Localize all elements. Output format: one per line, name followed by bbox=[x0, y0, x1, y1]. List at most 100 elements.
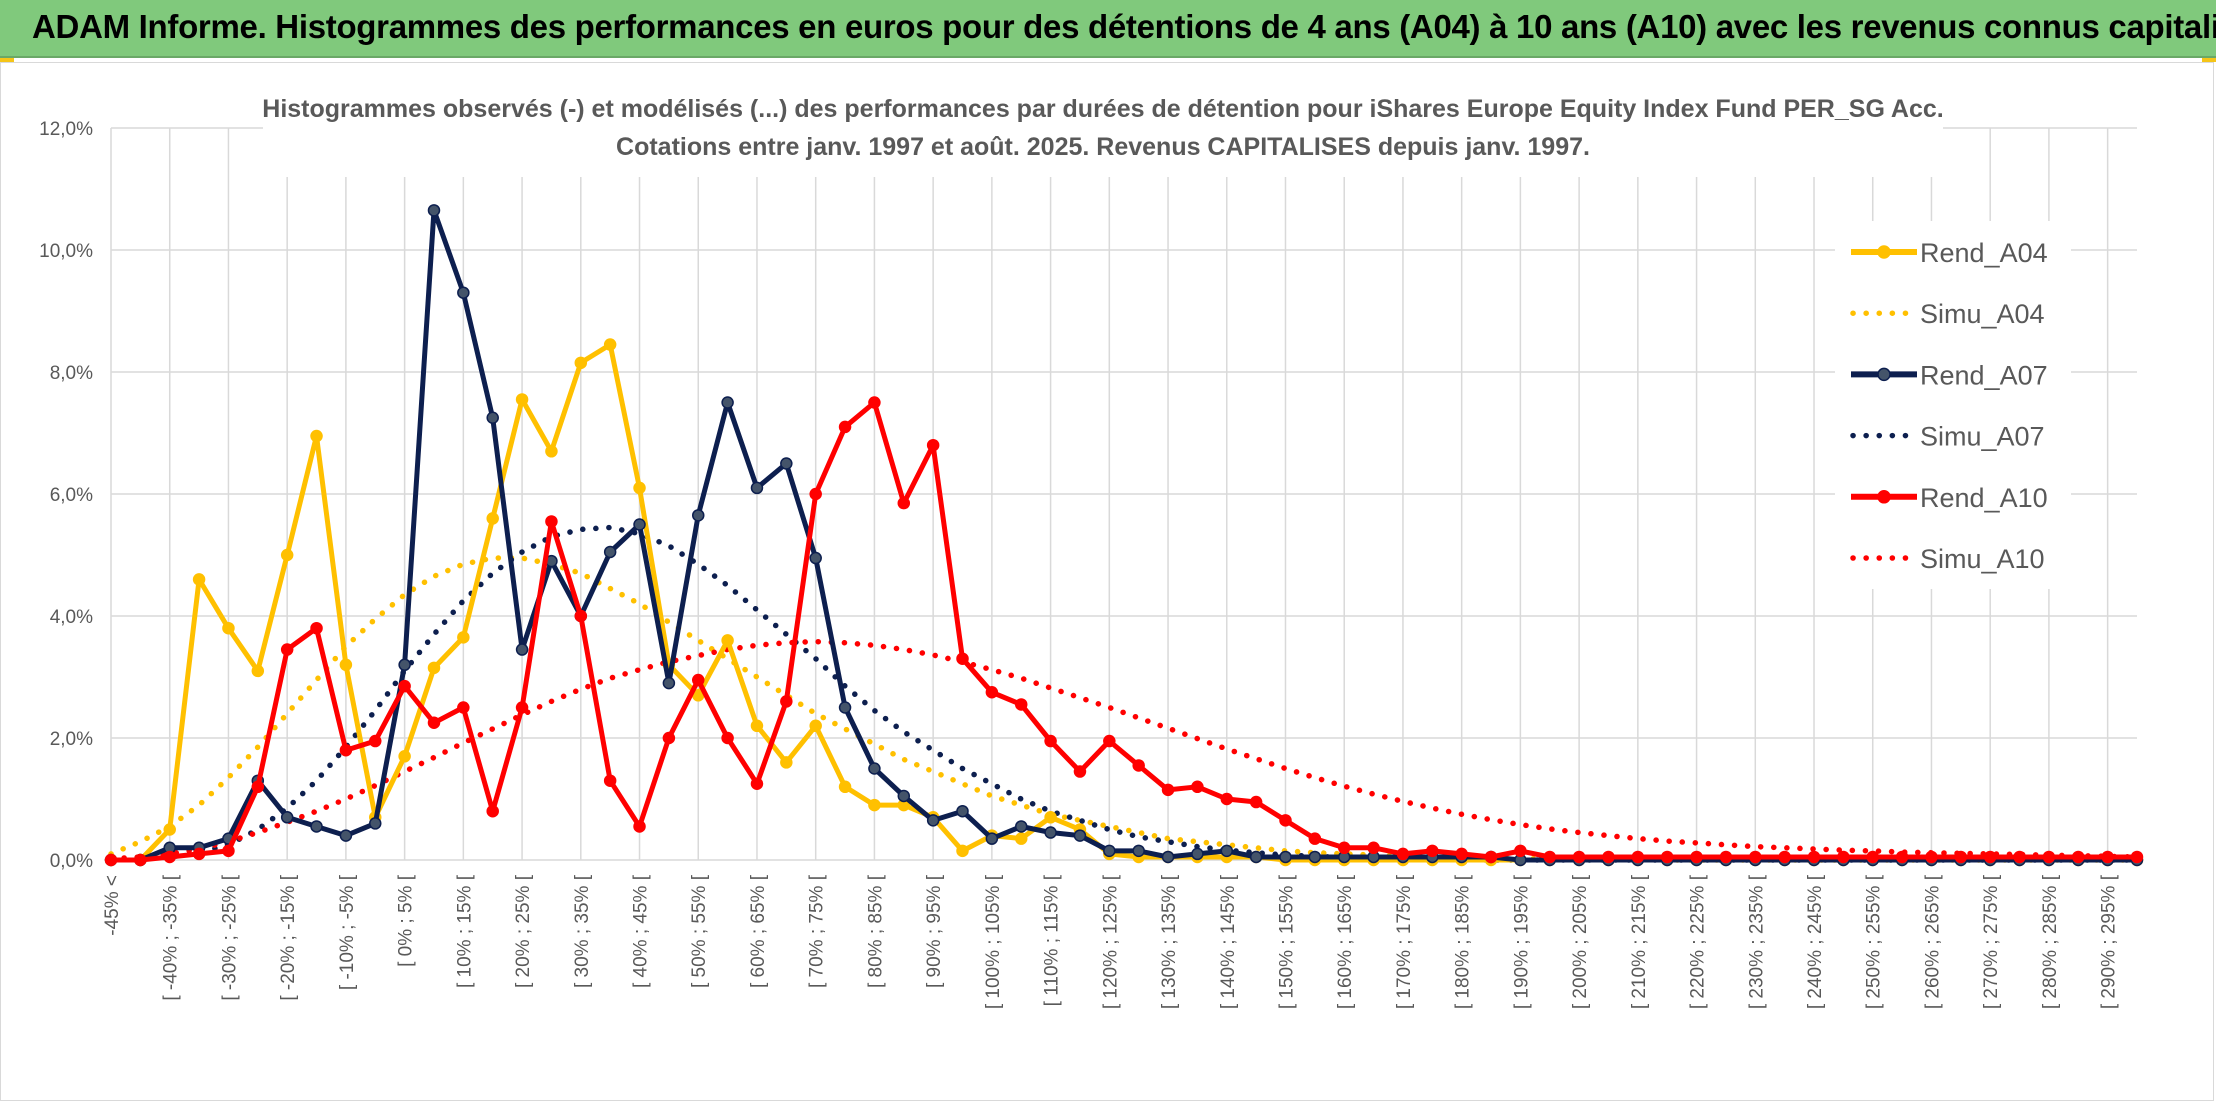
series-point bbox=[369, 734, 382, 748]
series-point bbox=[574, 356, 588, 370]
series-point bbox=[750, 777, 764, 790]
legend-background bbox=[1835, 221, 2071, 589]
x-tick-label: [ 20% ; 25% [ bbox=[513, 874, 534, 988]
series-point bbox=[926, 438, 940, 452]
series-point bbox=[1895, 850, 1909, 864]
series-point bbox=[926, 814, 940, 827]
series-point bbox=[310, 429, 323, 443]
series-point bbox=[633, 820, 646, 833]
series-point bbox=[1161, 783, 1175, 797]
series-point bbox=[1220, 844, 1234, 858]
series-point bbox=[897, 789, 911, 803]
x-tick-label: [ 60% ; 65% [ bbox=[748, 874, 769, 988]
series-point bbox=[1455, 847, 1468, 861]
series-point bbox=[1631, 850, 1645, 864]
series-point bbox=[809, 551, 822, 565]
series-point bbox=[1073, 765, 1087, 778]
series-line bbox=[111, 207, 2137, 863]
series-point bbox=[163, 823, 176, 836]
series-point bbox=[838, 701, 852, 714]
x-tick-label: [ 240% ; 245% [ bbox=[1805, 874, 1826, 1009]
x-tick-label: [ 40% ; 45% [ bbox=[631, 874, 652, 988]
x-tick-label: [ 80% ; 85% [ bbox=[865, 874, 886, 988]
series-simu-a10 bbox=[108, 638, 2140, 862]
series-point bbox=[1132, 759, 1145, 772]
x-tick-label: -45% < bbox=[102, 875, 123, 936]
x-tick-label: [ 210% ; 215% [ bbox=[1629, 874, 1650, 1009]
x-tick-label: [ 180% ; 185% [ bbox=[1453, 874, 1474, 1009]
series-point bbox=[1866, 850, 1879, 864]
series-point bbox=[427, 204, 441, 217]
series-point bbox=[1161, 850, 1175, 864]
series-line bbox=[108, 524, 2140, 863]
series-point bbox=[1690, 850, 1703, 864]
series-point bbox=[1073, 829, 1087, 842]
series-point bbox=[574, 609, 588, 623]
series-point bbox=[1220, 792, 1234, 806]
series-simu-a04 bbox=[108, 555, 2140, 863]
series-point bbox=[1044, 734, 1057, 748]
legend-marker bbox=[1877, 367, 1891, 382]
series-point bbox=[251, 664, 265, 678]
series-point bbox=[1044, 826, 1057, 839]
series-point bbox=[1572, 850, 1586, 864]
series-rend-a10 bbox=[104, 396, 2144, 867]
x-tick-label: [ 280% ; 285% [ bbox=[2040, 874, 2061, 1009]
series-point bbox=[2042, 850, 2056, 864]
series-point bbox=[780, 457, 793, 470]
series-point bbox=[457, 701, 470, 714]
series-point bbox=[2101, 850, 2114, 864]
series-point bbox=[1778, 850, 1791, 864]
legend-label: Rend_A07 bbox=[1920, 360, 2048, 390]
series-point bbox=[163, 850, 176, 864]
series-point bbox=[838, 420, 852, 434]
series-point bbox=[427, 661, 441, 675]
x-tick-label: [ 150% ; 155% [ bbox=[1276, 874, 1297, 1009]
x-tick-label: [ 230% ; 235% [ bbox=[1746, 874, 1767, 1009]
x-tick-label: [ 120% ; 125% [ bbox=[1100, 874, 1121, 1009]
series-point bbox=[985, 832, 999, 845]
series-point bbox=[956, 652, 969, 665]
series-point bbox=[809, 719, 822, 733]
series-point bbox=[2072, 850, 2085, 864]
series-point bbox=[603, 774, 617, 787]
x-tick-label: [ -10% ; -5% [ bbox=[337, 874, 358, 990]
legend-item: Simu_A07 bbox=[1850, 422, 2045, 452]
series-point bbox=[1308, 832, 1322, 845]
banner-accent-right bbox=[2202, 58, 2216, 62]
series-point bbox=[398, 750, 411, 763]
title-background bbox=[263, 81, 1943, 177]
series-line bbox=[108, 638, 2140, 862]
legend-item: Rend_A04 bbox=[1851, 238, 2048, 268]
series-point bbox=[1014, 698, 1028, 711]
series-point bbox=[515, 393, 529, 406]
y-tick-label: 6,0% bbox=[50, 485, 93, 506]
series-point bbox=[868, 396, 881, 409]
series-point bbox=[1249, 850, 1263, 864]
series-point bbox=[1308, 850, 1322, 864]
legend-marker bbox=[1877, 245, 1891, 259]
legend-item: Rend_A07 bbox=[1851, 360, 2048, 390]
series-point bbox=[985, 686, 999, 699]
series-point bbox=[750, 719, 764, 733]
series-point bbox=[868, 762, 881, 775]
series-point bbox=[192, 847, 206, 861]
series-point bbox=[956, 804, 969, 818]
x-tick-label: [ 100% ; 105% [ bbox=[983, 874, 1004, 1009]
x-tick-label: [ -20% ; -15% [ bbox=[278, 874, 299, 1000]
series-point bbox=[1749, 850, 1762, 864]
x-tick-label: [ 190% ; 195% [ bbox=[1511, 874, 1532, 1009]
series-point bbox=[2013, 850, 2026, 864]
y-tick-label: 2,0% bbox=[50, 729, 93, 750]
legend-marker bbox=[1877, 490, 1891, 504]
series-point bbox=[104, 853, 118, 867]
series-point bbox=[1191, 847, 1204, 861]
series-point bbox=[956, 844, 969, 858]
y-tick-label: 0,0% bbox=[50, 851, 93, 872]
series-point bbox=[1954, 850, 1968, 864]
x-tick-label: [ 70% ; 75% [ bbox=[807, 874, 828, 988]
chart-frame: Histogrammes observés (-) et modélisés (… bbox=[0, 62, 2214, 1101]
series-point bbox=[662, 731, 676, 745]
x-tick-label: [ 250% ; 255% [ bbox=[1864, 874, 1885, 1009]
series-point bbox=[897, 496, 911, 510]
